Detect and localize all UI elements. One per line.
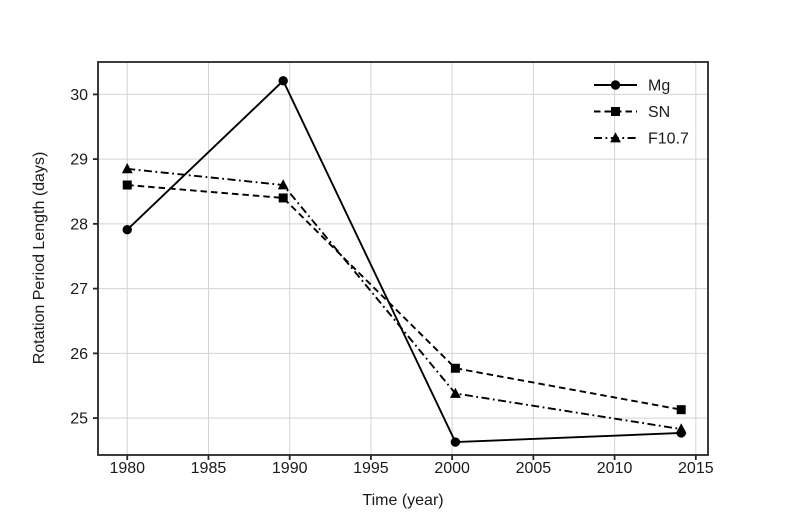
- data-point-marker: [611, 107, 620, 116]
- data-point-marker: [278, 193, 288, 203]
- y-axis-title: Rotation Period Length (days): [31, 151, 48, 365]
- x-axis: 1980 1985 1990 1995 2000 2005 2010 2015: [109, 455, 714, 477]
- legend-item-mg: Mg: [594, 78, 670, 95]
- x-tick-label: 1990: [272, 460, 308, 477]
- x-tick-label: 1985: [191, 460, 227, 477]
- series-sn: [122, 180, 686, 415]
- y-tick-label: 29: [70, 152, 88, 169]
- data-point-marker: [122, 224, 132, 235]
- x-tick-label: 2000: [434, 460, 470, 477]
- y-axis: 25 26 27 28 29 30: [70, 87, 98, 428]
- data-point-marker: [278, 76, 288, 86]
- series-line: [126, 79, 682, 444]
- data-point-marker: [610, 80, 621, 90]
- x-axis-title: Time (year): [362, 492, 444, 509]
- series-line: [127, 167, 682, 431]
- x-tick-label: 1980: [109, 460, 145, 477]
- data-point-marker: [121, 163, 133, 174]
- data-point-marker: [449, 387, 461, 398]
- x-tick-label: 2005: [516, 460, 552, 477]
- y-tick-label: 26: [70, 346, 88, 363]
- plot-border: [97, 61, 709, 456]
- legend-item-f10-7: F10.7: [594, 131, 689, 148]
- x-tick-label: 2015: [678, 460, 714, 477]
- data-point-marker: [675, 423, 687, 434]
- grid-lines: [98, 62, 708, 455]
- legend-label: Mg: [648, 78, 670, 95]
- y-tick-label: 27: [70, 281, 88, 298]
- y-tick-label: 28: [70, 216, 88, 233]
- legend-label: SN: [648, 104, 670, 121]
- x-tick-label: 2010: [597, 460, 633, 477]
- data-point-marker: [122, 180, 132, 190]
- legend: Mg SN F10.7: [594, 78, 689, 148]
- series-line: [127, 184, 682, 411]
- legend-label: F10.7: [648, 131, 689, 148]
- legend-item-sn: SN: [594, 104, 670, 121]
- data-point-marker: [277, 179, 289, 190]
- series-f10-7: [121, 163, 687, 434]
- series-mg: [122, 76, 686, 447]
- data-point-marker: [676, 405, 686, 415]
- data-point-marker: [450, 363, 460, 373]
- data-point-marker: [610, 132, 621, 143]
- y-tick-label: 30: [70, 87, 88, 104]
- y-tick-label: 25: [70, 411, 88, 428]
- data-point-marker: [450, 437, 461, 447]
- x-tick-label: 1995: [353, 460, 389, 477]
